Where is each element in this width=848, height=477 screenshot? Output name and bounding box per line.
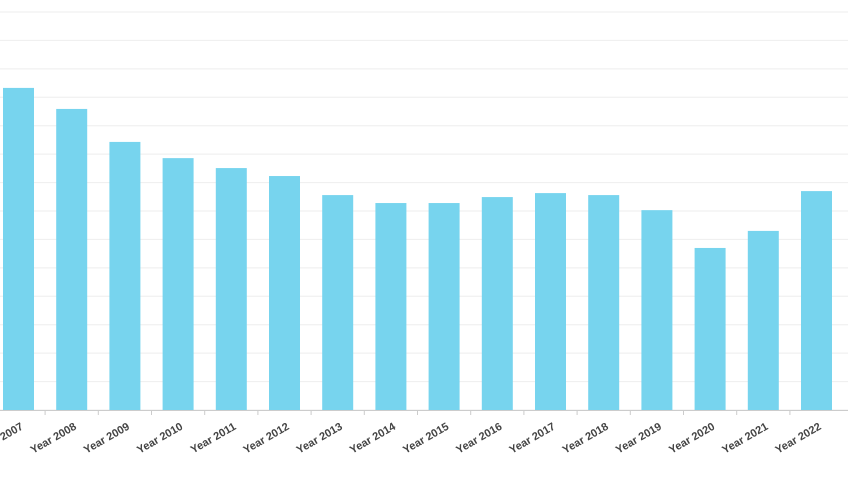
x-tick-label: Year 2012 bbox=[241, 421, 291, 457]
x-tick-label: Year 2011 bbox=[189, 421, 238, 456]
bar bbox=[3, 87, 34, 410]
bar bbox=[109, 141, 141, 410]
bar bbox=[535, 193, 566, 410]
bar bbox=[641, 210, 673, 410]
x-tick-label: Year 2014 bbox=[348, 420, 399, 456]
x-tick-label: Year 2019 bbox=[614, 421, 664, 457]
bar bbox=[215, 168, 247, 410]
x-tick-label: Year 2020 bbox=[667, 421, 717, 457]
bar bbox=[747, 230, 779, 410]
x-tick-label: Year 2010 bbox=[135, 421, 185, 457]
x-tick-label: Year 2018 bbox=[561, 421, 611, 457]
x-tick-label: Year 2022 bbox=[773, 421, 823, 457]
x-tick-label: Year 2009 bbox=[82, 421, 132, 457]
x-tick-label: Year 2013 bbox=[295, 421, 345, 457]
bar bbox=[269, 176, 300, 410]
bar bbox=[375, 203, 407, 410]
bar bbox=[694, 247, 726, 410]
bar bbox=[322, 195, 354, 410]
x-tick-label: Year 2016 bbox=[454, 421, 504, 457]
x-tick-label: Year 2015 bbox=[401, 421, 451, 457]
x-tick-label: Year 2007 bbox=[0, 421, 25, 457]
bar bbox=[801, 191, 832, 410]
bar bbox=[162, 158, 194, 410]
bar bbox=[428, 203, 460, 410]
bar bbox=[56, 108, 88, 410]
bar bbox=[588, 195, 620, 410]
x-tick-label: Year 2008 bbox=[29, 421, 79, 457]
bar bbox=[481, 197, 513, 410]
x-tick-label: Year 2021 bbox=[720, 421, 770, 457]
x-tick-label: Year 2017 bbox=[507, 421, 557, 457]
